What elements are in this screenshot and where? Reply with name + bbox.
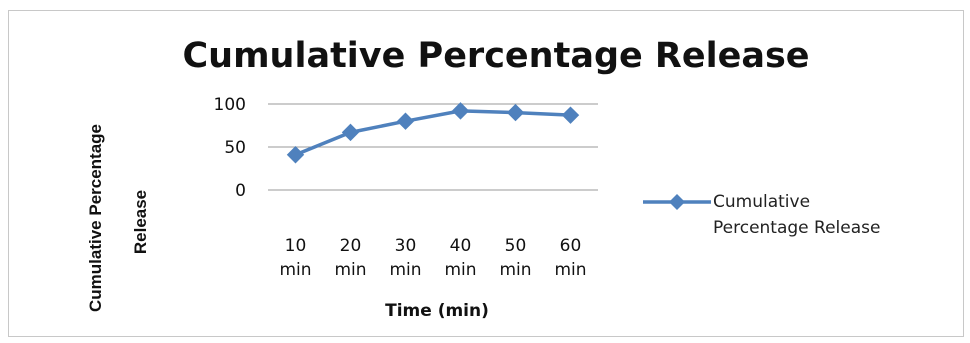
data-point-marker: [451, 102, 470, 120]
x-tick-label: 30 min: [389, 236, 421, 280]
data-point-marker: [396, 112, 415, 130]
x-tick-label: 60 min: [554, 236, 586, 280]
legend-marker: [669, 194, 685, 210]
x-tick-label: 20 min: [334, 236, 366, 280]
chart-title: Cumulative Percentage Release: [182, 36, 809, 76]
x-axis-label: Time (min): [385, 301, 489, 321]
y-tick-label: 100: [214, 95, 246, 115]
y-tick-label: 0: [235, 181, 246, 201]
x-tick-label: 50 min: [499, 236, 531, 280]
data-point-marker: [561, 106, 580, 124]
y-tick-label: 50: [224, 138, 246, 158]
y-axis-label-line: Release: [131, 190, 150, 254]
data-point-marker: [286, 146, 305, 164]
gridlines: [268, 103, 598, 191]
data-point-marker: [341, 123, 360, 142]
y-axis-label: Cumulative Percentage Release: [86, 124, 150, 312]
series-line: [294, 109, 571, 157]
data-point-marker: [506, 103, 525, 122]
x-tick-label: 40 min: [444, 236, 476, 280]
y-axis-ticks: 0 50 100: [214, 95, 246, 201]
legend: Cumulative Percentage Release: [643, 192, 880, 238]
chart-frame: [8, 10, 964, 337]
x-axis-categories: 10 min 20 min 30 min 40 min 50 min 60 min: [279, 236, 586, 280]
y-axis-label-line: Cumulative Percentage: [86, 124, 105, 312]
x-tick-label: 10 min: [279, 236, 311, 280]
legend-label: Cumulative Percentage Release: [713, 192, 880, 238]
series-layer: [286, 102, 580, 164]
